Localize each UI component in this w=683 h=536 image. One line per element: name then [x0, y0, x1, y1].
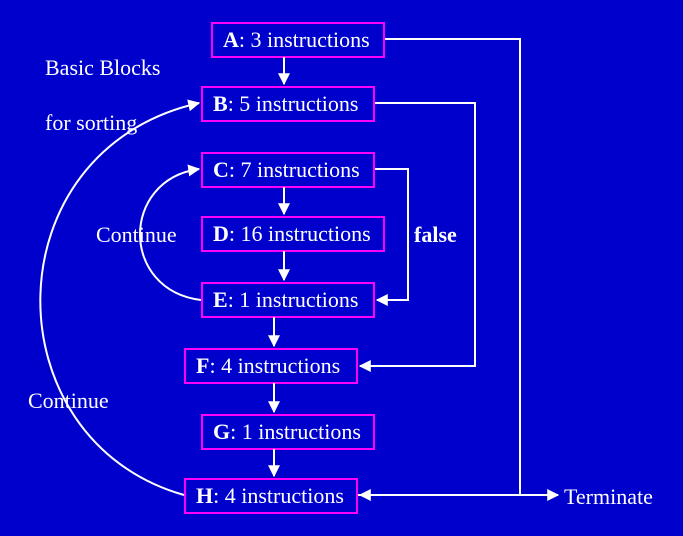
node-E: E: 1 instructions	[201, 282, 375, 318]
node-D-text: : 16 instructions	[229, 221, 371, 246]
title-line1: Basic Blocks	[45, 55, 161, 80]
node-H-text: : 4 instructions	[213, 483, 344, 508]
node-D: D: 16 instructions	[201, 216, 385, 252]
node-B-text: : 5 instructions	[228, 91, 359, 116]
label-continue-lower: Continue	[28, 388, 109, 414]
node-G-id: G	[213, 419, 230, 444]
node-E-id: E	[213, 287, 228, 312]
node-D-id: D	[213, 221, 229, 246]
node-G: G: 1 instructions	[201, 414, 375, 450]
label-terminate: Terminate	[564, 484, 653, 510]
node-F-text: : 4 instructions	[209, 353, 340, 378]
node-H: H: 4 instructions	[184, 478, 358, 514]
node-A-id: A	[223, 27, 239, 52]
title-text: Basic Blocks for sorting	[23, 26, 161, 164]
diagram-canvas: Basic Blocks for sorting A: 3 instructio…	[0, 0, 683, 536]
edge-A-H	[360, 39, 520, 495]
node-C-id: C	[213, 157, 229, 182]
label-continue-upper: Continue	[96, 222, 177, 248]
node-A: A: 3 instructions	[211, 22, 385, 58]
node-C: C: 7 instructions	[201, 152, 375, 188]
node-F: F: 4 instructions	[184, 348, 358, 384]
node-H-id: H	[196, 483, 213, 508]
node-B: B: 5 instructions	[201, 86, 375, 122]
label-false: false	[414, 222, 457, 248]
node-C-text: : 7 instructions	[229, 157, 360, 182]
node-G-text: : 1 instructions	[230, 419, 361, 444]
node-B-id: B	[213, 91, 228, 116]
node-F-id: F	[196, 353, 209, 378]
node-A-text: : 3 instructions	[239, 27, 370, 52]
title-line2: for sorting	[45, 110, 137, 135]
node-E-text: : 1 instructions	[228, 287, 359, 312]
